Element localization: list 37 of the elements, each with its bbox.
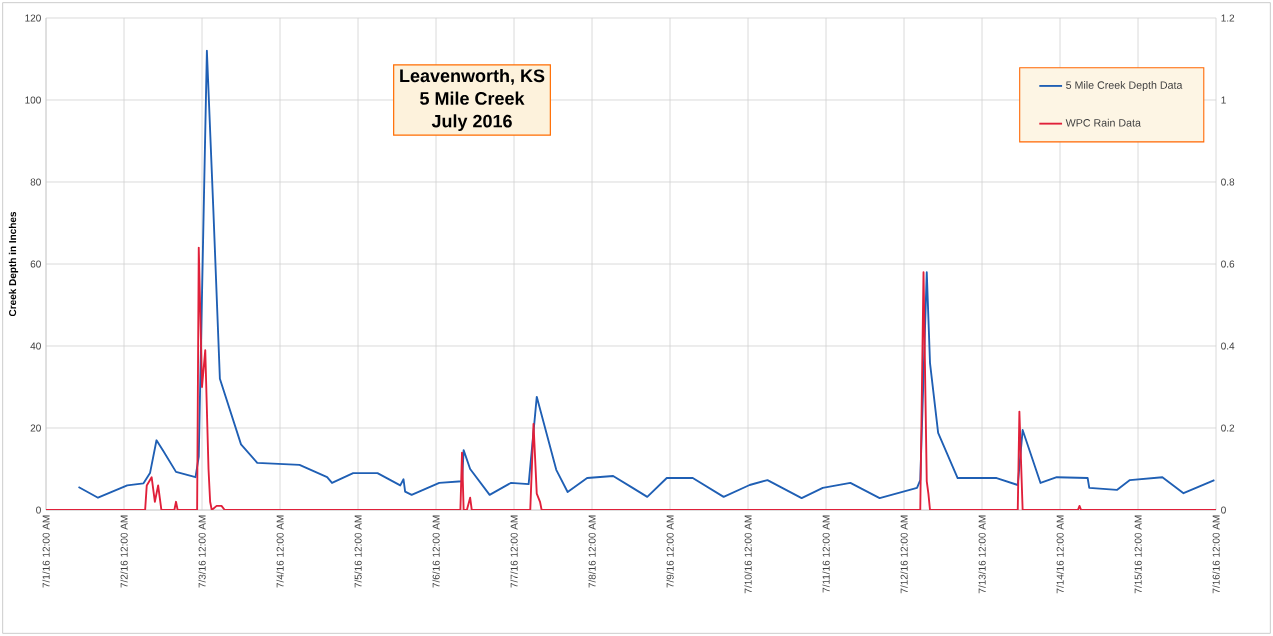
legend-label: 5 Mile Creek Depth Data [1066,81,1183,92]
y-tick-label: 40 [30,342,41,350]
x-tick-label: 7/14/16 12:00 AM [1056,515,1064,594]
text: 5 Mile Creek [420,91,525,105]
y-tick-label: 0 [36,506,41,514]
y-axis-title: Creek Depth in Inches [8,211,19,317]
x-tick-label: 7/4/16 12:00 AM [276,515,284,588]
x-tick-label: 7/1/16 12:00 AM [42,515,50,588]
y2-tick-label: 0.2 [1221,424,1235,432]
y-tick-label: 20 [30,424,41,432]
x-tick-label: 7/2/16 12:00 AM [120,515,128,588]
y-tick-label: 60 [30,260,41,268]
y2-tick-label: 1.2 [1221,14,1235,22]
y2-tick-label: 0.8 [1221,178,1235,186]
x-tick-label: 7/16/16 12:00 AM [1212,515,1220,594]
y-tick-label: 120 [25,14,41,22]
x-tick-label: 7/7/16 12:00 AM [510,515,518,588]
x-tick-label: 7/8/16 12:00 AM [588,515,596,588]
x-tick-label: 7/15/16 12:00 AM [1134,515,1142,594]
x-tick-label: 7/13/16 12:00 AM [978,515,986,594]
y2-tick-label: 0 [1221,506,1226,514]
y-tick-label: 100 [25,96,41,104]
text: Leavenworth, KS [400,68,545,85]
y2-tick-label: 0.6 [1221,260,1235,268]
x-tick-label: 7/12/16 12:00 AM [900,515,908,594]
annotation: July 2016 [431,114,512,132]
y2-tick-label: 1 [1221,96,1226,104]
legend-label: WPC Rain Data [1065,118,1141,127]
x-tick-label: 7/9/16 12:00 AM [666,515,674,588]
y2-tick-label: 0.4 [1221,342,1235,350]
x-tick-label: 7/5/16 12:00 AM [354,515,362,588]
x-tick-label: 7/3/16 12:00 AM [198,515,206,588]
x-tick-label: 7/10/16 12:00 AM [744,515,752,594]
line-series [77,49,1216,500]
y-tick-label: 80 [30,178,41,186]
x-tick-label: 7/11/16 12:00 AM [822,515,830,593]
x-tick-label: 7/6/16 12:00 AM [432,515,440,588]
